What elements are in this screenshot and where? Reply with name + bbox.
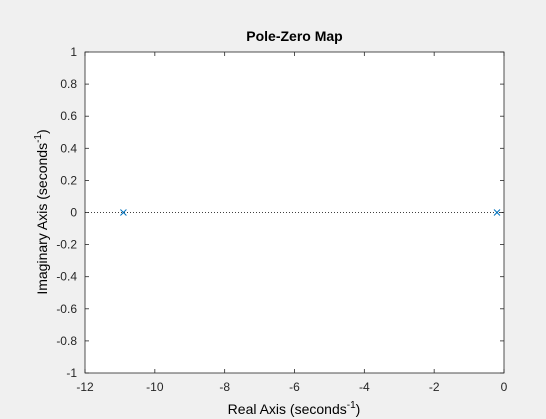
x-tick-label: -6 (289, 380, 300, 394)
x-tick-label: -2 (429, 380, 440, 394)
y-tick-label: 1 (70, 45, 77, 59)
y-tick-label: -1 (66, 366, 77, 380)
y-tick-label: 0.8 (60, 77, 77, 91)
x-tick-label: -12 (76, 380, 94, 394)
pole-marker (493, 209, 501, 216)
y-tick-label: 0.4 (60, 141, 77, 155)
x-tick-label: 0 (501, 380, 508, 394)
x-tick-label: -10 (146, 380, 164, 394)
x-ticks-layer: -12 -10 -8 -6 -4 -2 0 (76, 52, 508, 394)
x-tick-label: -8 (219, 380, 230, 394)
y-axis-label: Imaginary Axis (seconds-1) (33, 129, 50, 294)
y-tick-label: 0.6 (60, 109, 77, 123)
pole-marker (120, 209, 127, 216)
y-tick-label: 0.2 (60, 173, 77, 187)
y-tick-label: 0 (70, 206, 77, 220)
y-tick-label: -0.2 (56, 238, 77, 252)
y-ticks-layer: -1 -0.8 -0.6 -0.4 -0.2 0 0.2 0.4 0.6 0.8 1 (56, 45, 504, 380)
chart-title: Pole-Zero Map (246, 28, 342, 44)
pole-markers-layer (120, 209, 501, 216)
x-axis-label: Real Axis (seconds-1) (228, 400, 361, 417)
plot-area (85, 52, 504, 373)
y-tick-label: -0.6 (56, 302, 77, 316)
x-tick-label: -4 (359, 380, 370, 394)
y-tick-label: -0.8 (56, 334, 77, 348)
y-tick-label: -0.4 (56, 270, 77, 284)
